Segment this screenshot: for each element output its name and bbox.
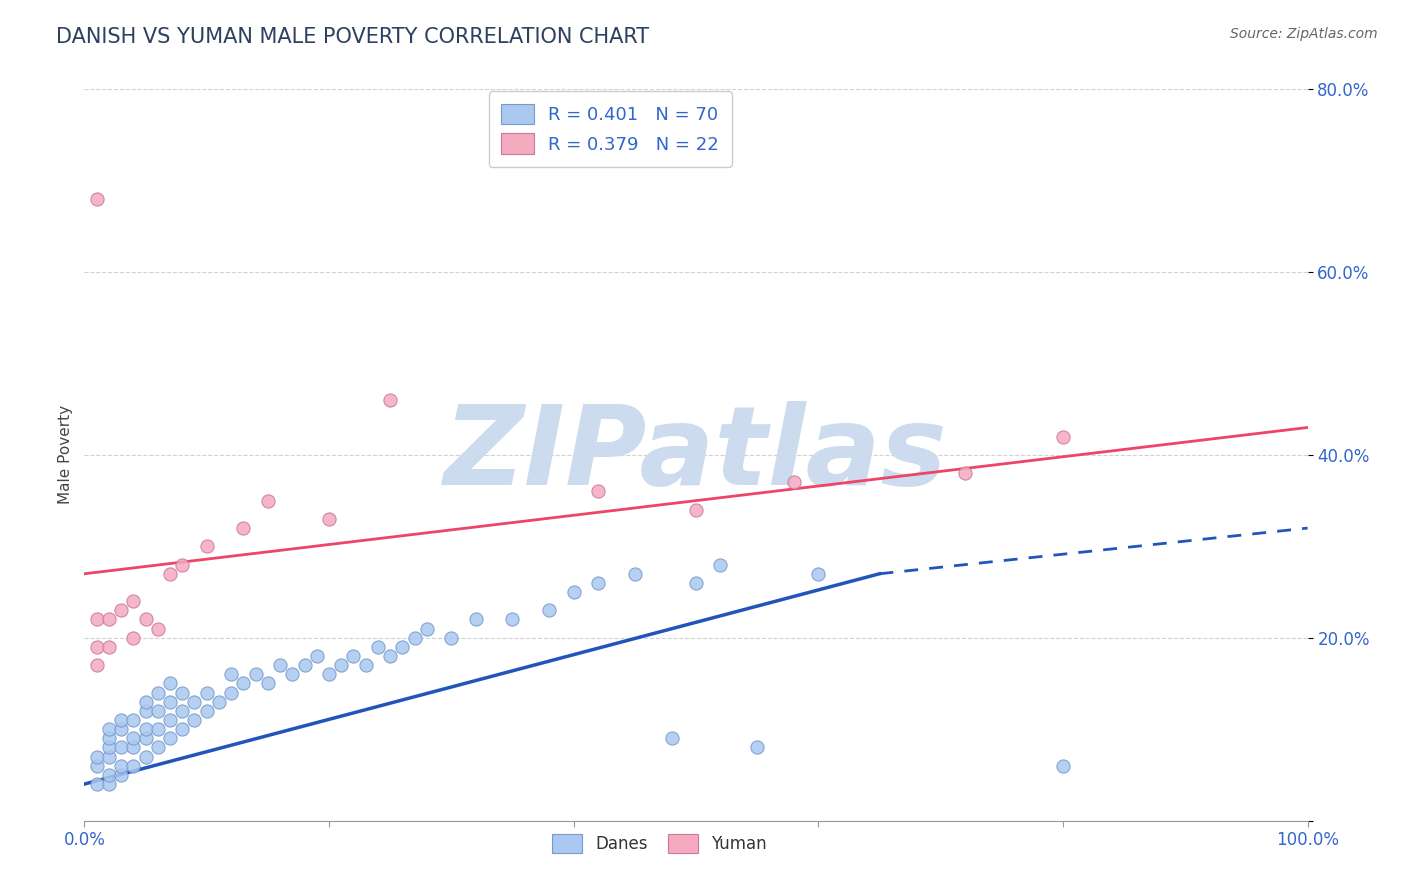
Point: [342, 649, 364, 664]
Point: [404, 631, 426, 645]
Point: [135, 613, 157, 627]
Point: [159, 566, 181, 581]
Legend: Danes, Yuman: Danes, Yuman: [546, 827, 773, 860]
Point: [464, 613, 486, 627]
Point: [146, 704, 169, 718]
Text: DANISH VS YUMAN MALE POVERTY CORRELATION CHART: DANISH VS YUMAN MALE POVERTY CORRELATION…: [56, 27, 650, 46]
Text: Source: ZipAtlas.com: Source: ZipAtlas.com: [1230, 27, 1378, 41]
Point: [97, 749, 120, 764]
Point: [135, 695, 157, 709]
Point: [807, 566, 830, 581]
Point: [86, 749, 108, 764]
Point: [219, 667, 242, 681]
Point: [257, 493, 280, 508]
Point: [685, 503, 707, 517]
Point: [354, 658, 377, 673]
Point: [172, 704, 194, 718]
Point: [86, 640, 108, 654]
Point: [86, 613, 108, 627]
Point: [122, 594, 145, 608]
Point: [135, 731, 157, 746]
Point: [159, 695, 181, 709]
Point: [562, 585, 585, 599]
Point: [1052, 430, 1074, 444]
Point: [135, 704, 157, 718]
Point: [146, 723, 169, 737]
Point: [538, 603, 561, 617]
Point: [305, 649, 328, 664]
Y-axis label: Male Poverty: Male Poverty: [58, 405, 73, 505]
Point: [172, 686, 194, 700]
Point: [172, 558, 194, 572]
Point: [208, 695, 231, 709]
Point: [97, 731, 120, 746]
Point: [86, 192, 108, 206]
Point: [661, 731, 683, 746]
Point: [1052, 758, 1074, 772]
Point: [391, 640, 413, 654]
Point: [685, 576, 707, 591]
Point: [146, 622, 169, 636]
Point: [86, 658, 108, 673]
Point: [502, 613, 524, 627]
Point: [269, 658, 291, 673]
Point: [294, 658, 316, 673]
Point: [159, 731, 181, 746]
Point: [783, 475, 806, 490]
Point: [110, 713, 132, 727]
Point: [159, 713, 181, 727]
Point: [281, 667, 304, 681]
Point: [195, 704, 218, 718]
Point: [97, 740, 120, 755]
Point: [440, 631, 463, 645]
Point: [219, 686, 242, 700]
Point: [380, 392, 402, 407]
Point: [183, 713, 205, 727]
Point: [318, 512, 340, 526]
Point: [416, 622, 439, 636]
Point: [330, 658, 353, 673]
Point: [195, 539, 218, 553]
Point: [257, 676, 280, 690]
Point: [110, 768, 132, 782]
Point: [86, 777, 108, 791]
Point: [122, 631, 145, 645]
Point: [232, 521, 254, 535]
Point: [747, 740, 769, 755]
Point: [146, 740, 169, 755]
Point: [367, 640, 389, 654]
Point: [97, 768, 120, 782]
Point: [97, 723, 120, 737]
Point: [97, 777, 120, 791]
Point: [318, 667, 340, 681]
Point: [624, 566, 647, 581]
Point: [122, 740, 145, 755]
Point: [586, 484, 609, 499]
Text: ZIPatlas: ZIPatlas: [444, 401, 948, 508]
Point: [709, 558, 731, 572]
Point: [122, 731, 145, 746]
Point: [159, 676, 181, 690]
Point: [953, 466, 976, 480]
Point: [135, 723, 157, 737]
Point: [110, 740, 132, 755]
Point: [183, 695, 205, 709]
Point: [110, 758, 132, 772]
Point: [110, 603, 132, 617]
Point: [146, 686, 169, 700]
Point: [135, 749, 157, 764]
Point: [122, 713, 145, 727]
Point: [172, 723, 194, 737]
Point: [232, 676, 254, 690]
Point: [380, 649, 402, 664]
Point: [97, 613, 120, 627]
Point: [195, 686, 218, 700]
Point: [245, 667, 267, 681]
Point: [86, 758, 108, 772]
Point: [110, 723, 132, 737]
Point: [586, 576, 609, 591]
Point: [122, 758, 145, 772]
Point: [97, 640, 120, 654]
